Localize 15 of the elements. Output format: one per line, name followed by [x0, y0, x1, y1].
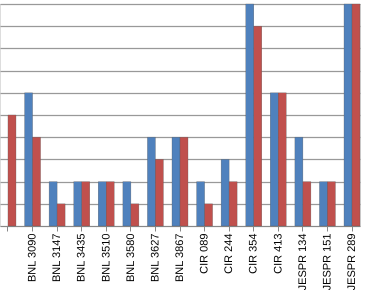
- x-tick-label: CIR 354: [248, 234, 260, 274]
- x-tick-label: BNL 3090: [26, 234, 39, 282]
- x-tick-label: JESPR 289: [346, 234, 358, 290]
- x-tick-label: BNL 3867: [174, 234, 186, 282]
- bar: [8, 114, 16, 226]
- x-tick-label: BNL 3510: [100, 234, 112, 282]
- x-tick-label: CIR 244: [223, 234, 236, 274]
- x-tick-label: CIR 413: [272, 234, 284, 274]
- x-tick-label: BNL 3627: [149, 234, 162, 282]
- x-tick-label: JESPR 134: [296, 234, 309, 290]
- x-tick-label: BNL 3147: [51, 234, 64, 282]
- x-tick-label: CIR 089: [198, 234, 211, 274]
- x-tick-label: JESPR 151: [321, 234, 334, 290]
- x-tick-label: BNL 3435: [76, 234, 88, 282]
- x-tick-label: BNL 3580: [124, 234, 137, 282]
